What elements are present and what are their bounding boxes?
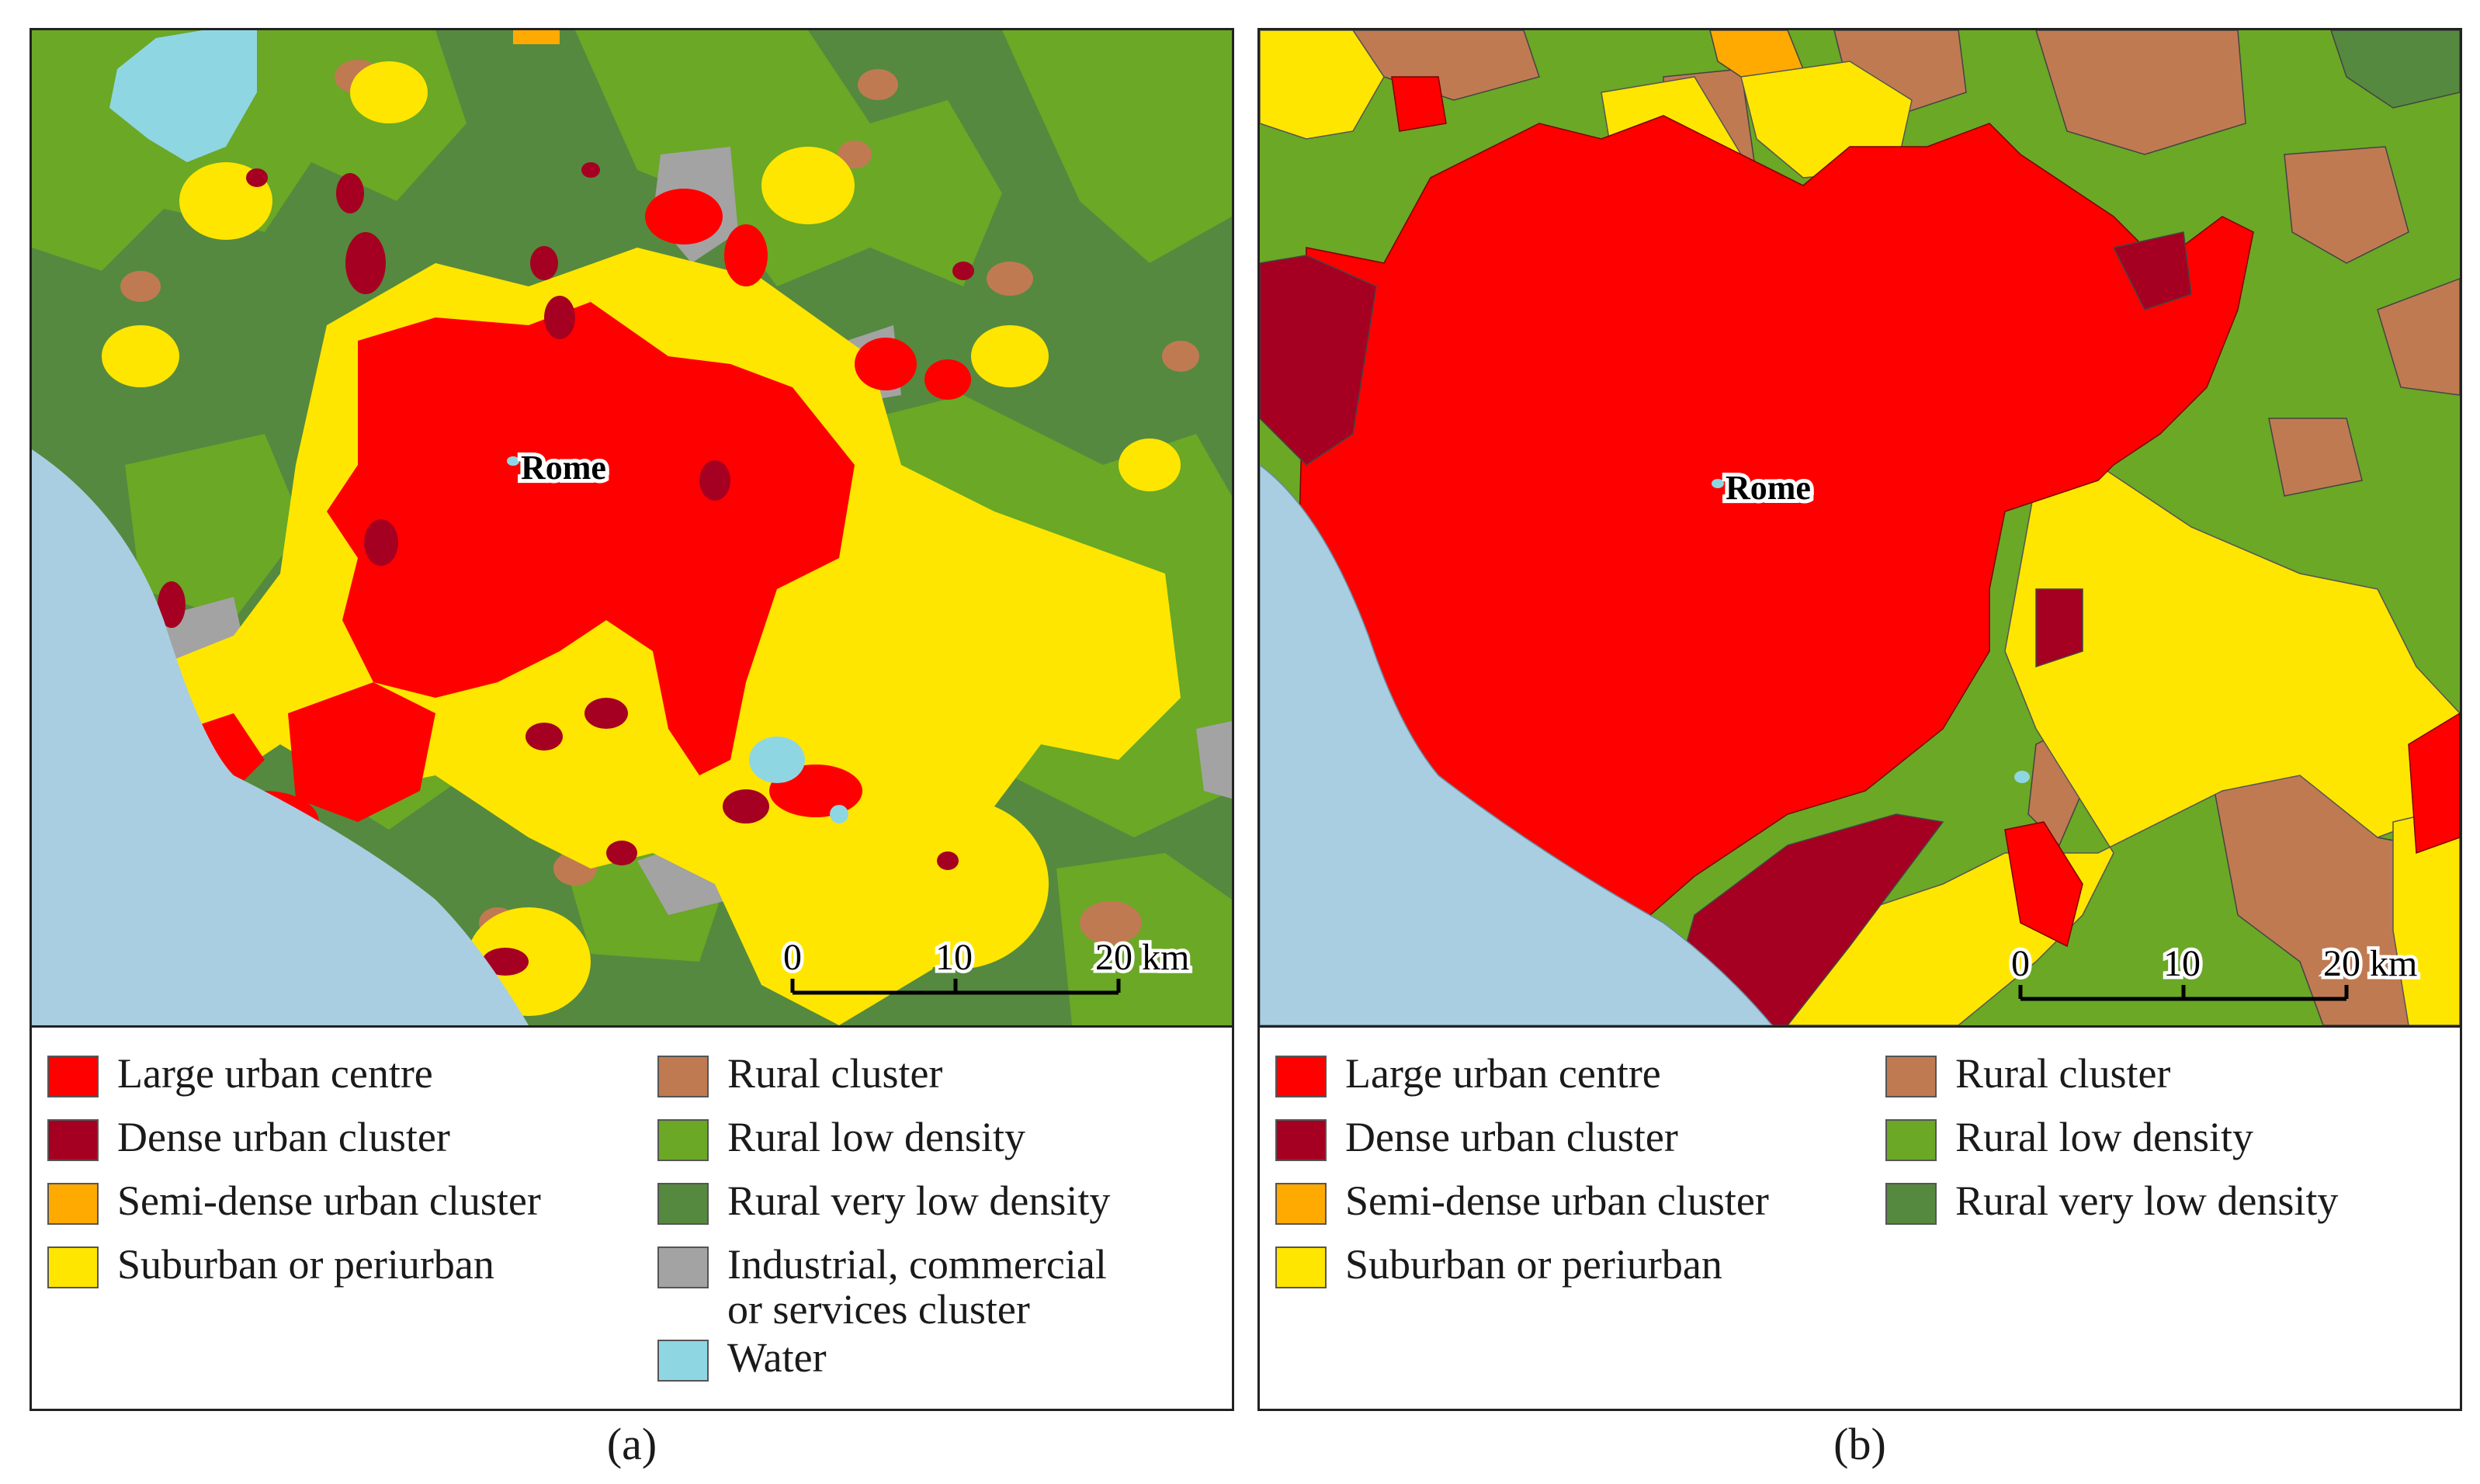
legend-label: Rural low density: [1955, 1114, 2253, 1160]
semi-dense-urban-cluster-area: [513, 30, 560, 44]
map-a: Rome 0 10 20 km: [32, 30, 1232, 1025]
swatch-suburban: [1275, 1246, 1327, 1288]
city-label: Rome: [1726, 469, 1811, 507]
scale-bar: 0 10 20 km: [780, 934, 1193, 995]
panel-b-municipality-classification: Rome 0 10 20 km Large urban centre Dense…: [1257, 28, 2462, 1411]
legend-label: Large urban centre: [117, 1050, 433, 1097]
large-urban-centre-area: [1260, 115, 2254, 1025]
swatch-rural-low-density: [657, 1119, 709, 1161]
legend-label: Suburban or periurban: [1345, 1241, 1722, 1288]
map-legend-divider: [1260, 1025, 2460, 1028]
scale-tick-20: 20 km: [2323, 943, 2417, 984]
legend-item-rural-cluster: Rural cluster: [657, 1051, 942, 1105]
legend-item-rural-very-low-density: Rural very low density: [657, 1178, 1110, 1233]
swatch-rural-low-density: [1885, 1119, 1937, 1161]
legend-item-large-urban-centre: Large urban centre: [1275, 1051, 1661, 1105]
swatch-semi-dense-urban-cluster: [47, 1183, 99, 1225]
swatch-rural-very-low-density: [1885, 1183, 1937, 1225]
water-areas: [109, 30, 848, 823]
legend-label: Rural cluster: [1955, 1050, 2171, 1097]
legend-label: Rural very low density: [727, 1177, 1111, 1224]
legend-label: Semi-dense urban cluster: [117, 1177, 541, 1224]
large-urban-centre-area-2: [1391, 76, 1447, 132]
legend-label: Large urban centre: [1345, 1050, 1661, 1097]
legend-item-semi-dense-urban-cluster: Semi-dense urban cluster: [1275, 1178, 1769, 1233]
legend-item-semi-dense-urban-cluster: Semi-dense urban cluster: [47, 1178, 541, 1233]
city-marker: [507, 456, 519, 466]
large-urban-centre-area-4: [2004, 821, 2083, 948]
swatch-rural-cluster: [1885, 1056, 1937, 1097]
swatch-suburban: [47, 1246, 99, 1288]
legend-label: Suburban or periurban: [117, 1241, 494, 1288]
legend-label: Rural very low density: [1955, 1177, 2339, 1224]
dense-urban-cluster-areas: [1260, 231, 2192, 1025]
caption-b: (b): [1833, 1419, 1886, 1469]
large-urban-centre-area-3: [2408, 713, 2460, 855]
legend-item-rural-low-density: Rural low density: [657, 1115, 1025, 1169]
scale-tick-20: 20 km: [1095, 937, 1189, 978]
swatch-large-urban-centre: [1275, 1056, 1327, 1097]
lake: [2014, 771, 2030, 783]
caption-a: (a): [606, 1419, 657, 1469]
legend-item-industrial: Industrial, commercial or services clust…: [657, 1242, 1107, 1335]
legend-label: Industrial, commercial or services clust…: [727, 1242, 1107, 1332]
sea: [1260, 464, 1773, 1025]
scale-tick-10: 10: [2163, 943, 2201, 984]
scale-bar: 0 10 20 km: [2008, 940, 2421, 1001]
swatch-rural-very-low-density: [657, 1183, 709, 1225]
legend-item-suburban: Suburban or periurban: [47, 1242, 494, 1296]
swatch-semi-dense-urban-cluster: [1275, 1183, 1327, 1225]
map-b: Rome 0 10 20 km: [1260, 30, 2460, 1025]
legend-b: Large urban centre Dense urban cluster S…: [1260, 1028, 2460, 1409]
legend-label-line2: or services cluster: [727, 1286, 1030, 1333]
legend-label: Dense urban cluster: [1345, 1114, 1678, 1160]
legend-item-rural-cluster: Rural cluster: [1885, 1051, 2170, 1105]
dense-urban-cluster-areas: [158, 162, 974, 976]
city-label: Rome: [521, 449, 606, 487]
legend-a: Large urban centre Dense urban cluster S…: [32, 1028, 1232, 1409]
legend-item-rural-very-low-density: Rural very low density: [1885, 1178, 2338, 1233]
swatch-large-urban-centre: [47, 1056, 99, 1097]
legend-label-line1: Industrial, commercial: [727, 1241, 1107, 1288]
panel-a-grid-classification: Rome 0 10 20 km Large urban centre Dense…: [29, 28, 1234, 1411]
swatch-industrial: [657, 1246, 709, 1288]
legend-label: Rural low density: [727, 1114, 1025, 1160]
swatch-dense-urban-cluster: [1275, 1119, 1327, 1161]
legend-label: Rural cluster: [727, 1050, 943, 1097]
legend-label: Dense urban cluster: [117, 1114, 450, 1160]
legend-item-water: Water: [657, 1335, 827, 1389]
scale-tick-0: 0: [2011, 943, 2030, 984]
swatch-dense-urban-cluster: [47, 1119, 99, 1161]
legend-label: Semi-dense urban cluster: [1345, 1177, 1769, 1224]
scale-tick-10: 10: [935, 937, 973, 978]
legend-item-large-urban-centre: Large urban centre: [47, 1051, 433, 1105]
legend-item-rural-low-density: Rural low density: [1885, 1115, 2253, 1169]
legend-item-dense-urban-cluster: Dense urban cluster: [1275, 1115, 1678, 1169]
map-legend-divider: [32, 1025, 1232, 1028]
legend-label: Water: [727, 1334, 827, 1381]
sea: [32, 449, 529, 1025]
swatch-rural-cluster: [657, 1056, 709, 1097]
scale-tick-0: 0: [783, 937, 802, 978]
water-marker: [1712, 479, 1724, 488]
swatch-water: [657, 1340, 709, 1382]
legend-item-dense-urban-cluster: Dense urban cluster: [47, 1115, 450, 1169]
legend-item-suburban: Suburban or periurban: [1275, 1242, 1722, 1296]
